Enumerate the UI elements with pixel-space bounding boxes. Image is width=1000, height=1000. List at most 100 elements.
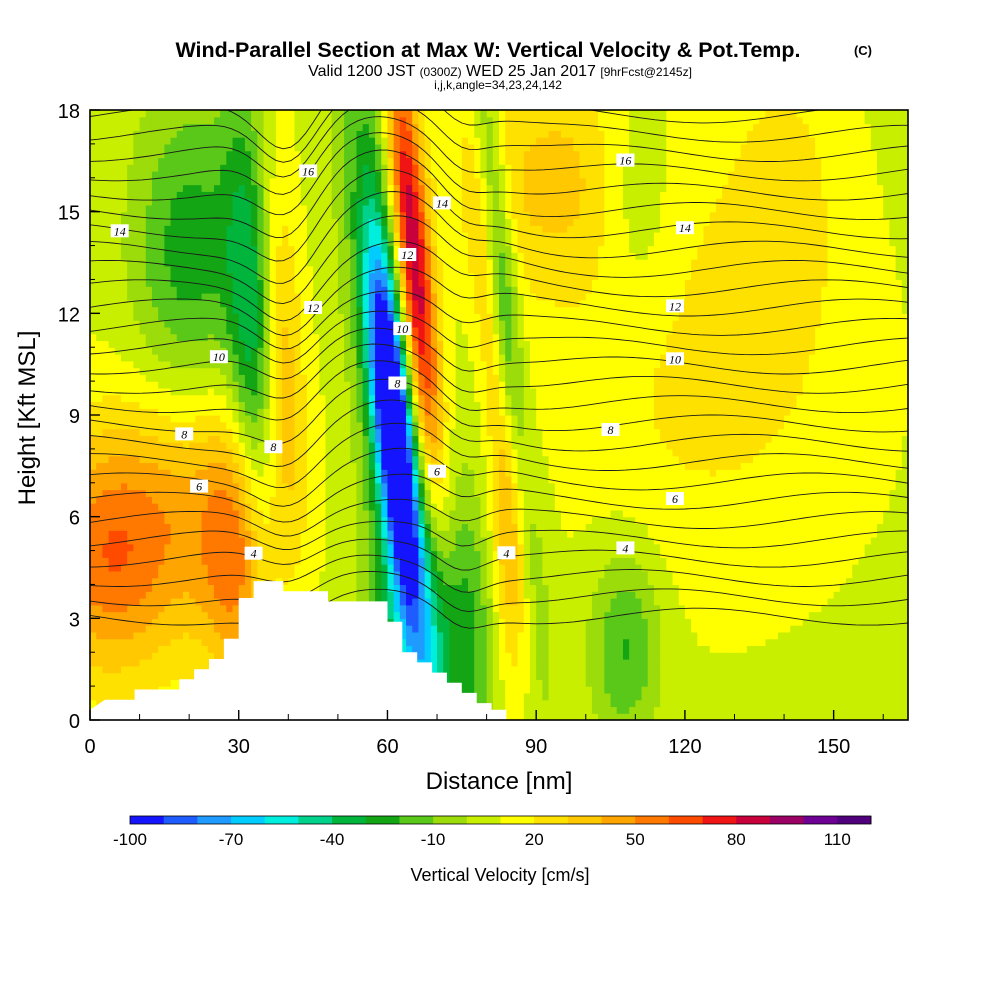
velocity-cell bbox=[591, 699, 599, 708]
velocity-cell bbox=[102, 659, 110, 667]
velocity-cell bbox=[468, 482, 475, 491]
velocity-cell bbox=[622, 537, 630, 545]
velocity-cell bbox=[139, 665, 147, 674]
velocity-cell bbox=[846, 706, 853, 714]
velocity-cell bbox=[889, 611, 897, 619]
velocity-cell bbox=[647, 530, 655, 538]
velocity-cell bbox=[232, 564, 240, 572]
velocity-cell bbox=[313, 516, 320, 525]
velocity-cell bbox=[722, 672, 729, 680]
velocity-cell bbox=[164, 476, 172, 484]
velocity-cell bbox=[114, 476, 122, 484]
velocity-cell bbox=[548, 692, 556, 701]
velocity-cell bbox=[96, 584, 103, 592]
velocity-cell bbox=[542, 564, 550, 572]
velocity-cell bbox=[300, 537, 308, 545]
velocity-cell bbox=[356, 523, 364, 531]
velocity-cell bbox=[189, 584, 196, 592]
velocity-cell bbox=[486, 482, 494, 491]
velocity-cell bbox=[133, 611, 141, 619]
velocity-cell bbox=[784, 530, 791, 538]
velocity-cell bbox=[505, 665, 512, 674]
velocity-cell bbox=[660, 584, 667, 592]
velocity-cell bbox=[424, 482, 432, 491]
velocity-cell bbox=[697, 462, 705, 470]
velocity-cell bbox=[672, 591, 680, 599]
velocity-cell bbox=[139, 537, 147, 545]
velocity-cell bbox=[784, 713, 791, 720]
velocity-cell bbox=[548, 550, 556, 558]
velocity-cell bbox=[145, 591, 153, 599]
velocity-cell bbox=[715, 509, 723, 518]
velocity-cell bbox=[251, 564, 258, 572]
velocity-cell bbox=[294, 584, 302, 592]
velocity-cell bbox=[598, 713, 605, 720]
velocity-cell bbox=[424, 489, 432, 497]
velocity-cell bbox=[678, 476, 686, 484]
velocity-cell bbox=[102, 638, 110, 647]
velocity-cell bbox=[424, 611, 432, 619]
velocity-cell bbox=[542, 462, 550, 470]
velocity-cell bbox=[616, 706, 624, 714]
velocity-cell bbox=[567, 645, 574, 653]
velocity-cell bbox=[740, 631, 748, 640]
velocity-cell bbox=[356, 591, 364, 599]
velocity-cell bbox=[300, 570, 308, 579]
velocity-cell bbox=[300, 577, 308, 586]
velocity-cell bbox=[821, 713, 829, 720]
velocity-cell bbox=[368, 584, 376, 592]
velocity-cell bbox=[858, 652, 866, 660]
velocity-cell bbox=[827, 476, 835, 484]
velocity-cell bbox=[790, 570, 798, 579]
velocity-cell bbox=[220, 537, 227, 545]
velocity-cell bbox=[406, 611, 413, 619]
velocity-cell bbox=[846, 530, 853, 538]
velocity-cell bbox=[176, 537, 184, 545]
velocity-cell bbox=[375, 489, 382, 497]
velocity-cell bbox=[102, 489, 110, 497]
velocity-cell bbox=[821, 679, 829, 687]
velocity-cell bbox=[709, 598, 717, 606]
velocity-cell bbox=[145, 462, 153, 470]
velocity-cell bbox=[139, 564, 147, 572]
velocity-cell bbox=[821, 482, 829, 491]
velocity-cell bbox=[263, 570, 271, 579]
velocity-cell bbox=[424, 570, 432, 579]
velocity-cell bbox=[213, 489, 221, 497]
velocity-cell bbox=[437, 503, 444, 511]
velocity-cell bbox=[201, 652, 209, 660]
velocity-cell bbox=[740, 577, 748, 586]
velocity-cell bbox=[827, 625, 835, 633]
velocity-cell bbox=[821, 692, 829, 701]
velocity-cell bbox=[796, 584, 804, 592]
velocity-cell bbox=[151, 550, 159, 558]
velocity-cell bbox=[139, 652, 147, 660]
velocity-cell bbox=[740, 503, 748, 511]
velocity-cell bbox=[548, 584, 556, 592]
velocity-cell bbox=[610, 482, 618, 491]
velocity-cell bbox=[827, 591, 835, 599]
velocity-cell bbox=[362, 543, 370, 552]
velocity-cell bbox=[833, 645, 841, 653]
velocity-cell bbox=[548, 469, 556, 477]
velocity-cell bbox=[158, 476, 165, 484]
velocity-cell bbox=[784, 550, 791, 558]
velocity-cell bbox=[511, 476, 519, 484]
velocity-cell bbox=[784, 638, 791, 647]
velocity-cell bbox=[362, 496, 370, 504]
velocity-cell bbox=[189, 598, 196, 606]
velocity-cell bbox=[858, 489, 866, 497]
velocity-cell bbox=[827, 482, 835, 491]
velocity-cell bbox=[269, 523, 277, 531]
velocity-cell bbox=[678, 462, 686, 470]
velocity-cell bbox=[852, 713, 860, 720]
velocity-cell bbox=[536, 699, 543, 708]
velocity-cell bbox=[337, 503, 345, 511]
velocity-cell bbox=[96, 570, 103, 579]
velocity-cell bbox=[269, 537, 277, 545]
velocity-cell bbox=[474, 638, 482, 647]
velocity-cell bbox=[889, 577, 897, 586]
velocity-cell bbox=[573, 611, 581, 619]
velocity-cell bbox=[523, 604, 531, 613]
velocity-cell bbox=[226, 516, 234, 525]
